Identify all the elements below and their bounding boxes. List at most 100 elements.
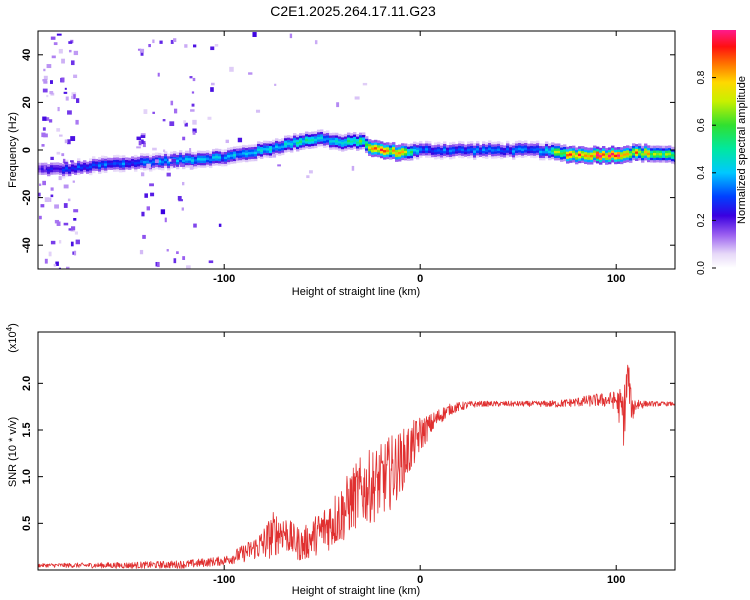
spectrogram-cell bbox=[197, 164, 201, 168]
spectrogram-cell bbox=[443, 150, 447, 154]
spectrogram-cell bbox=[134, 159, 138, 163]
spectrogram-cell bbox=[344, 133, 348, 137]
spectrogram-cell bbox=[671, 153, 675, 157]
spectrogram-cell bbox=[179, 162, 183, 165]
spectrogram-cell bbox=[347, 139, 351, 143]
spectrogram-cell bbox=[77, 160, 81, 164]
spectrogram-cell bbox=[113, 164, 117, 168]
spectrogram-cell bbox=[164, 158, 168, 162]
spectrogram-cell bbox=[386, 149, 390, 153]
figure-title: C2E1.2025.264.17.11.G23 bbox=[270, 3, 436, 19]
spectrogram-cell bbox=[362, 144, 366, 147]
spectrogram-noise-cell bbox=[63, 184, 69, 189]
spectrogram-cell bbox=[140, 164, 144, 168]
spectrogram-cell bbox=[140, 153, 144, 156]
spectrogram-cell bbox=[278, 141, 282, 144]
spectrogram-cell bbox=[530, 148, 534, 151]
spectrogram-cell bbox=[263, 152, 267, 156]
spectrogram-noise-cell bbox=[50, 187, 54, 191]
spectrogram-cell bbox=[635, 148, 639, 152]
spectrogram-cell bbox=[368, 148, 372, 152]
spectrogram-cell bbox=[554, 148, 558, 151]
spectrogram-cell bbox=[287, 142, 291, 145]
spectrogram-cell bbox=[485, 151, 489, 155]
spectrogram-cell bbox=[260, 149, 264, 152]
spectrogram-cell bbox=[308, 134, 312, 138]
spectrogram-cell bbox=[86, 171, 90, 174]
spectrogram-cell bbox=[545, 141, 549, 145]
spectrogram-cell bbox=[230, 149, 234, 153]
spectrogram-cell bbox=[101, 155, 105, 159]
spectrogram-cell bbox=[338, 143, 342, 146]
spectrogram-cell bbox=[53, 169, 57, 173]
spectrogram-noise-cell bbox=[218, 223, 222, 227]
spectrogram-noise-cell bbox=[142, 234, 146, 239]
spectrogram-cell bbox=[182, 152, 186, 155]
spectrogram-cell bbox=[476, 143, 480, 146]
spectrogram-cell bbox=[500, 154, 504, 157]
spectrogram-cell bbox=[266, 150, 270, 153]
spectrogram-cell bbox=[584, 154, 588, 157]
spectrogram-cell bbox=[599, 154, 603, 158]
spectrogram-cell bbox=[326, 139, 330, 143]
spectrogram-noise-cell bbox=[48, 119, 53, 123]
spectrogram-cell bbox=[632, 157, 636, 161]
spectrogram-cell bbox=[215, 148, 219, 152]
spectrogram-cell bbox=[269, 155, 273, 158]
spectrogram-cell bbox=[38, 162, 42, 166]
spectrogram-cell bbox=[275, 152, 279, 156]
spectrogram-noise-cell bbox=[68, 41, 73, 44]
spectrogram-cell bbox=[272, 149, 276, 152]
spectrogram-cell bbox=[605, 162, 609, 165]
spectrogram-noise-cell bbox=[164, 217, 167, 223]
spectrogram-cell bbox=[377, 145, 381, 148]
spectrogram-cell bbox=[59, 165, 63, 168]
spectrogram-cell bbox=[389, 145, 393, 148]
spectrogram-noise-cell bbox=[189, 148, 192, 153]
spectrogram-cell bbox=[320, 136, 324, 140]
spectrogram-cell bbox=[398, 144, 402, 148]
snr-xtick-label: 100 bbox=[607, 574, 625, 586]
spectrogram-cell bbox=[572, 155, 576, 158]
spectrogram-cell bbox=[398, 158, 402, 162]
spectrogram-cell bbox=[281, 147, 285, 151]
spectrogram-cell bbox=[488, 145, 492, 148]
spectrogram-cell bbox=[98, 164, 102, 167]
spectrogram-cell bbox=[491, 141, 495, 145]
spectrogram-cell bbox=[455, 146, 459, 149]
spectrogram-cell bbox=[68, 164, 72, 167]
spectrogram-cell bbox=[128, 160, 132, 163]
spectrogram-cell bbox=[476, 155, 480, 158]
spectrogram-cell bbox=[227, 150, 231, 153]
spectrogram-cell bbox=[569, 160, 573, 163]
spectrogram-cell bbox=[320, 141, 324, 144]
spectrogram-cell bbox=[656, 159, 660, 163]
spectrogram-cell bbox=[80, 161, 84, 165]
spectrogram-cell bbox=[545, 155, 549, 159]
spectrogram-cell bbox=[83, 160, 87, 163]
spectrogram-cell bbox=[113, 159, 117, 163]
spectrogram-noise-cell bbox=[149, 183, 154, 187]
spectrogram-cell bbox=[644, 148, 648, 151]
spectrogram-cell bbox=[212, 163, 216, 166]
spectrogram-noise-cell bbox=[170, 39, 174, 44]
spectrogram-cell bbox=[302, 142, 306, 146]
spectrogram-cell bbox=[482, 143, 486, 147]
spectrogram-cell bbox=[590, 161, 594, 165]
spectrogram-cell bbox=[362, 139, 366, 143]
spectrogram-cell bbox=[515, 140, 519, 144]
spectrogram-noise-cell bbox=[314, 40, 318, 45]
spectrogram-cell bbox=[569, 155, 573, 159]
spectrogram-cell bbox=[647, 145, 651, 148]
spectrogram-cell bbox=[59, 167, 63, 171]
spectrogram-cell bbox=[521, 155, 525, 159]
spectrogram-cell bbox=[500, 149, 504, 153]
spectrogram-cell bbox=[581, 150, 585, 154]
spectrogram-cell bbox=[176, 161, 180, 165]
spectrogram-noise-cell bbox=[171, 158, 176, 163]
spectrogram-cell bbox=[50, 172, 54, 175]
spectrogram-cell bbox=[131, 161, 135, 164]
spectrogram-heatmap bbox=[38, 32, 675, 269]
spectrogram-cell bbox=[134, 162, 138, 165]
spectrogram-cell bbox=[287, 149, 291, 152]
